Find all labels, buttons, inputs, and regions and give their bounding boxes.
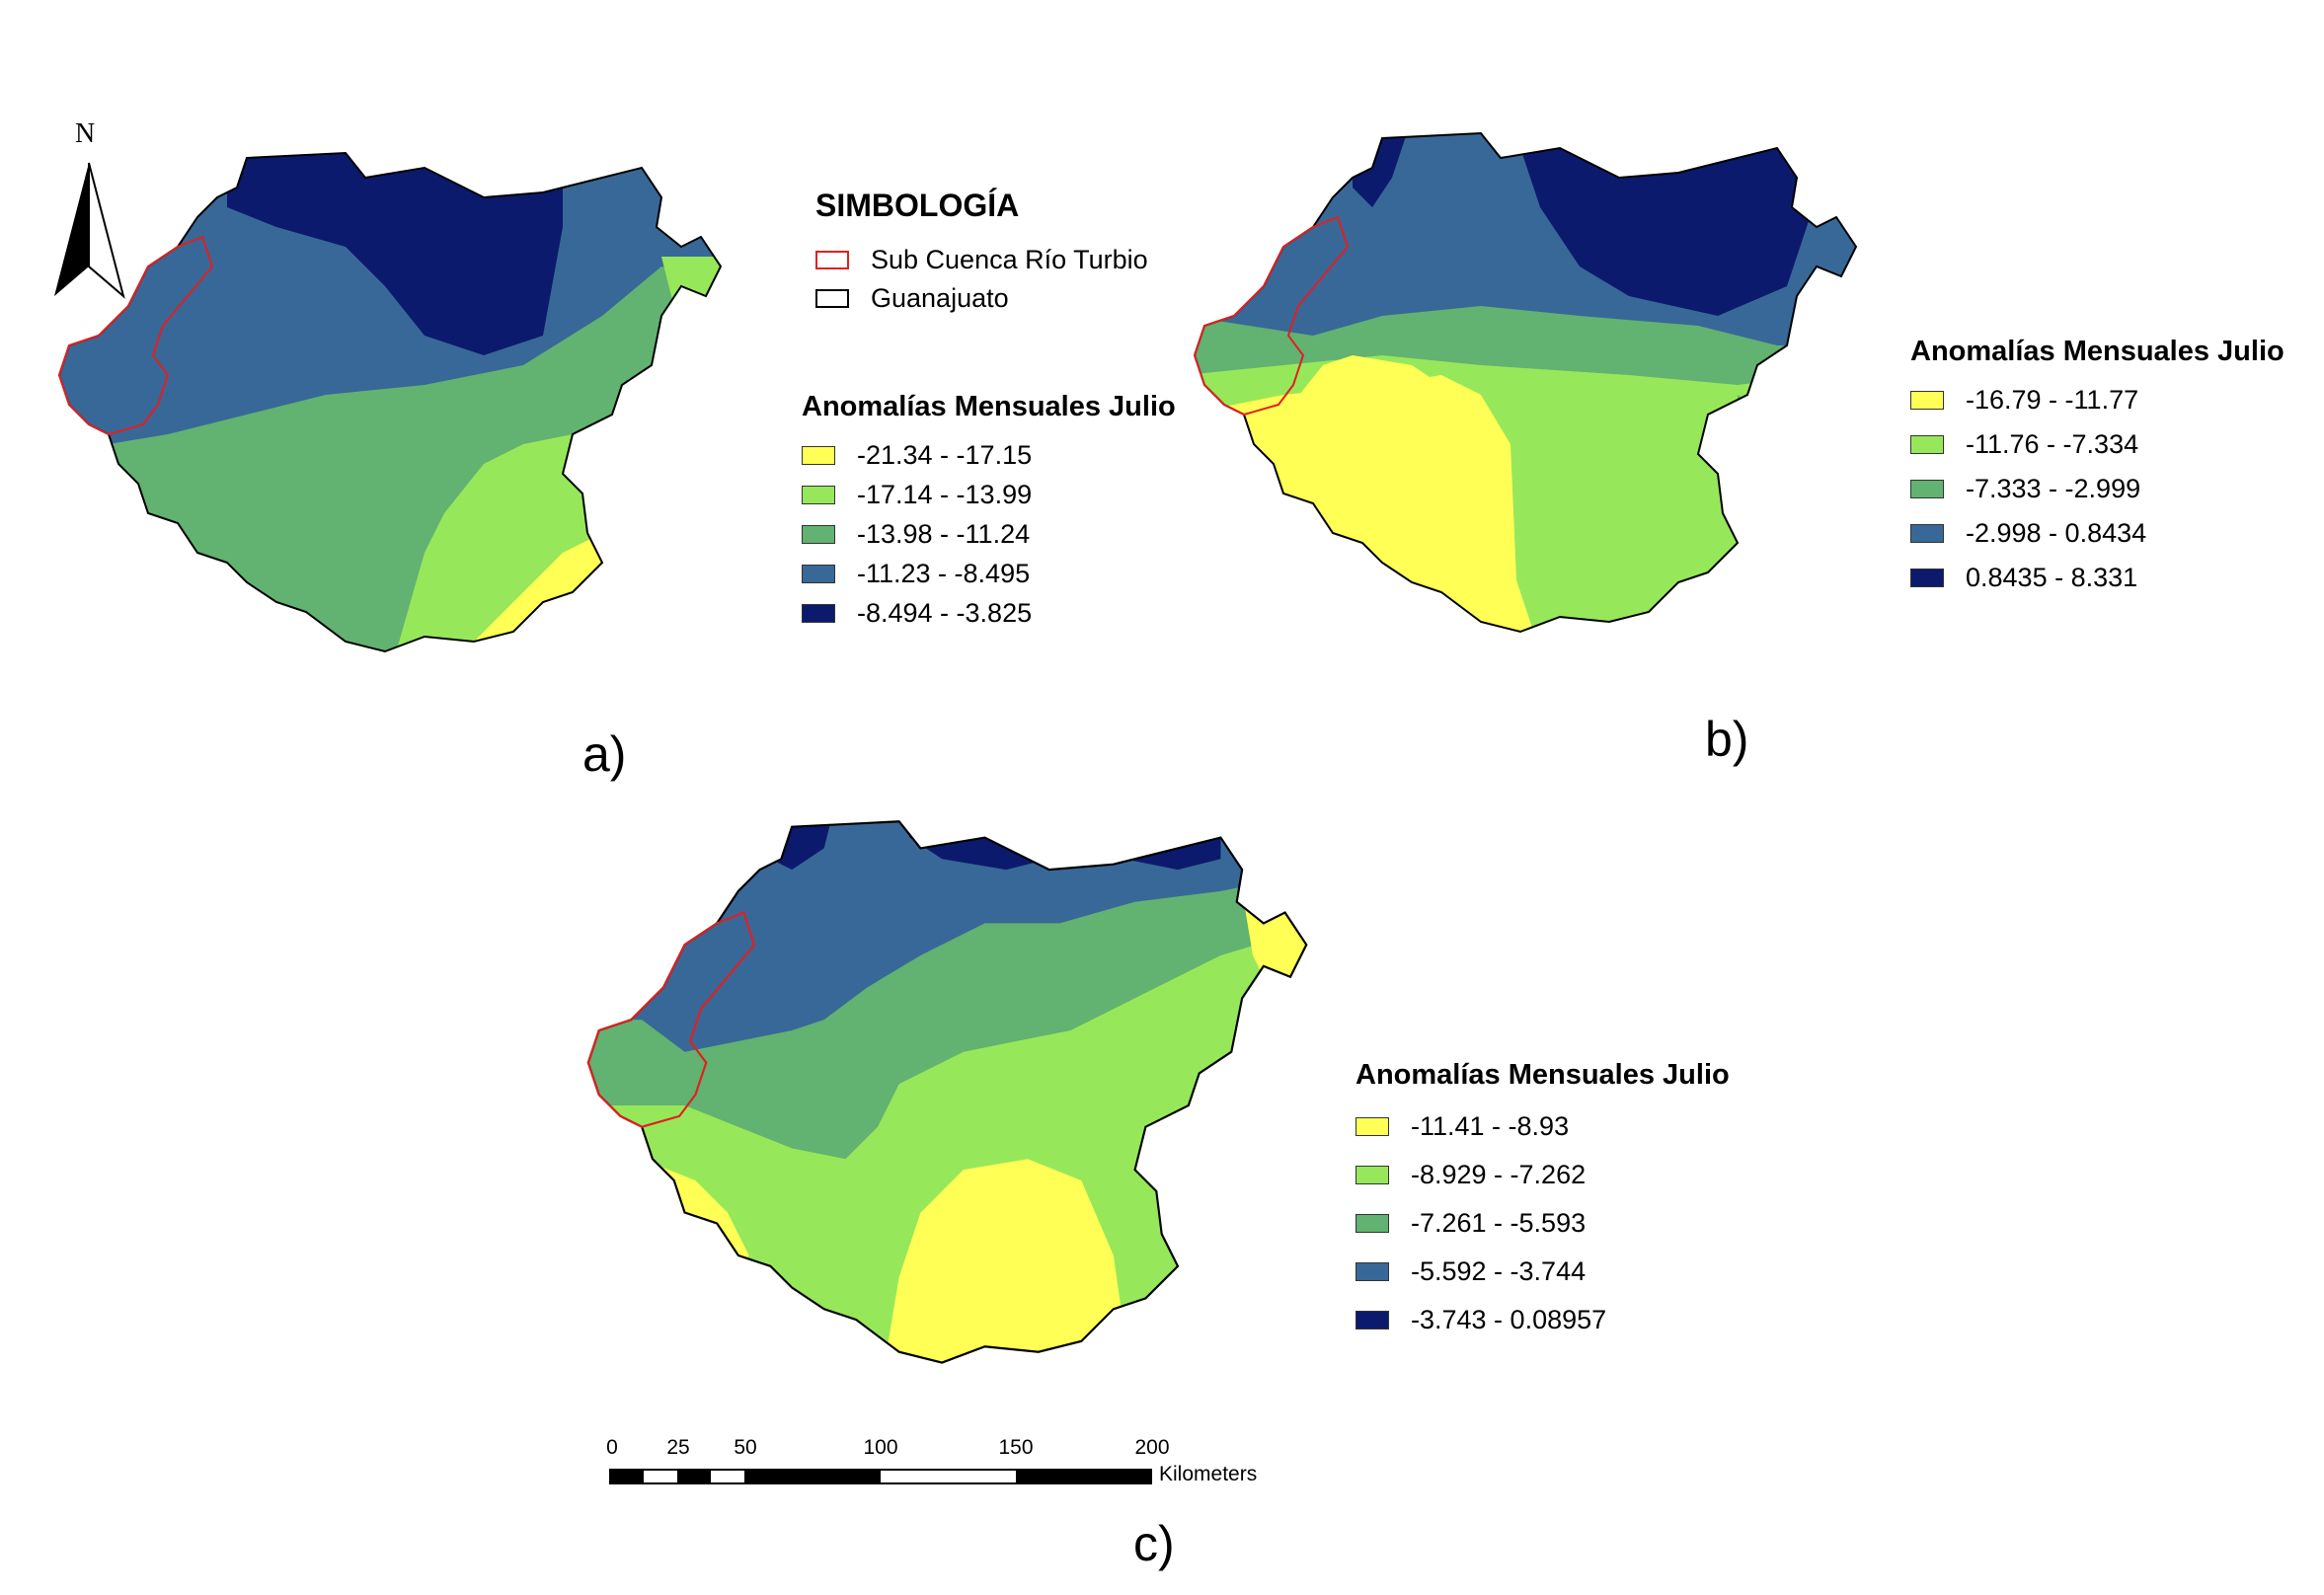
legend-title: Anomalías Mensuales Julio (1356, 1059, 1730, 1091)
legend-swatch (802, 524, 835, 544)
legend-item: -21.34 - -17.15 (802, 440, 1032, 470)
legend-swatch (802, 564, 835, 583)
legend-item: -11.41 - -8.93 (1356, 1111, 1569, 1141)
subcuenca-outline-swatch (815, 251, 849, 269)
scale-tick: 100 (863, 1436, 898, 1459)
legend-swatch (1356, 1165, 1389, 1184)
symbology-item-guanajuato: Guanajuato (815, 283, 1009, 314)
legend-item: -7.261 - -5.593 (1356, 1208, 1586, 1238)
symbology-item-subcuenca: Sub Cuenca Río Turbio (815, 245, 1148, 275)
legend-swatch (1356, 1261, 1389, 1281)
map-panel-b (1185, 118, 1896, 691)
legend-label: -8.494 - -3.825 (857, 597, 1033, 628)
legend-item: -5.592 - -3.744 (1356, 1256, 1586, 1286)
legend-label: 0.8435 - 8.331 (1966, 562, 2138, 592)
scale-tick: 50 (734, 1436, 757, 1459)
scale-bar-graphic (609, 1469, 1152, 1484)
symbology-title: SIMBOLOGÍA (815, 188, 1020, 223)
legend-swatch (802, 485, 835, 504)
legend-label: -11.23 - -8.495 (857, 558, 1031, 588)
legend-label: -2.998 - 0.8434 (1966, 517, 2147, 548)
legend-swatch (1910, 434, 1944, 454)
map-panel-a (49, 138, 760, 711)
legend-label: -21.34 - -17.15 (857, 439, 1033, 470)
guanajuato-outline-swatch (815, 289, 849, 308)
legend-label: -17.14 - -13.99 (857, 479, 1033, 509)
legend-label: -8.929 - -7.262 (1411, 1159, 1587, 1189)
legend-c: Anomalías Mensuales Julio -11.41 - -8.93… (1356, 1059, 1770, 1355)
legend-item: -8.929 - -7.262 (1356, 1160, 1586, 1189)
panel-label-b: b) (1705, 712, 1749, 767)
legend-b: Anomalías Mensuales Julio -16.79 - -11.7… (1910, 336, 2305, 602)
legend-swatch (802, 445, 835, 465)
legend-label: -11.76 - -7.334 (1966, 428, 2139, 459)
scale-bar: 0 25 50 100 150 200 Kilometers (606, 1436, 1280, 1505)
legend-label: -16.79 - -11.77 (1966, 384, 2139, 415)
legend-label: -5.592 - -3.744 (1411, 1255, 1587, 1286)
legend-swatch (1910, 479, 1944, 498)
scale-tick: 25 (666, 1436, 690, 1459)
map-c (586, 820, 1308, 1364)
symbology-item-label: Guanajuato (871, 283, 1009, 313)
panel-label-a: a) (582, 726, 627, 782)
legend-swatch (802, 603, 835, 623)
legend-swatch (1910, 390, 1944, 410)
legend-item: -11.23 - -8.495 (802, 559, 1030, 588)
legend-item: -2.998 - 0.8434 (1910, 518, 2146, 548)
scale-tick: 200 (1134, 1436, 1170, 1459)
legend-a: Anomalías Mensuales Julio -21.34 - -17.1… (802, 391, 1197, 647)
map-b (1194, 132, 1857, 633)
legend-item: -8.494 - -3.825 (802, 598, 1032, 628)
legend-title: Anomalías Mensuales Julio (802, 391, 1176, 422)
panel-label-c: c) (1133, 1516, 1175, 1571)
scale-unit: Kilometers (1159, 1463, 1258, 1485)
legend-label: -7.333 - -2.999 (1966, 473, 2141, 503)
legend-swatch (1910, 523, 1944, 543)
legend-item: -16.79 - -11.77 (1910, 385, 2138, 415)
legend-item: 0.8435 - 8.331 (1910, 563, 2137, 592)
legend-item: -13.98 - -11.24 (802, 519, 1030, 549)
legend-title: Anomalías Mensuales Julio (1910, 336, 2285, 367)
scale-tick: 150 (998, 1436, 1034, 1459)
legend-label: -11.41 - -8.93 (1411, 1110, 1570, 1141)
symbology-item-label: Sub Cuenca Río Turbio (871, 245, 1148, 274)
north-letter: N (75, 118, 96, 149)
scale-tick: 0 (606, 1436, 618, 1459)
map-panel-c (578, 790, 1328, 1421)
legend-swatch (1356, 1213, 1389, 1233)
legend-swatch (1356, 1310, 1389, 1329)
legend-item: -7.333 - -2.999 (1910, 474, 2140, 503)
legend-item: -11.76 - -7.334 (1910, 429, 2138, 459)
legend-label: -13.98 - -11.24 (857, 518, 1031, 549)
legend-item: -17.14 - -13.99 (802, 480, 1032, 509)
legend-label: -3.743 - 0.08957 (1411, 1304, 1607, 1334)
legend-swatch (1356, 1116, 1389, 1136)
legend-swatch (1910, 568, 1944, 587)
legend-label: -7.261 - -5.593 (1411, 1207, 1587, 1238)
legend-item: -3.743 - 0.08957 (1356, 1305, 1606, 1334)
north-arrow-icon (54, 162, 125, 299)
map-a (58, 152, 722, 652)
